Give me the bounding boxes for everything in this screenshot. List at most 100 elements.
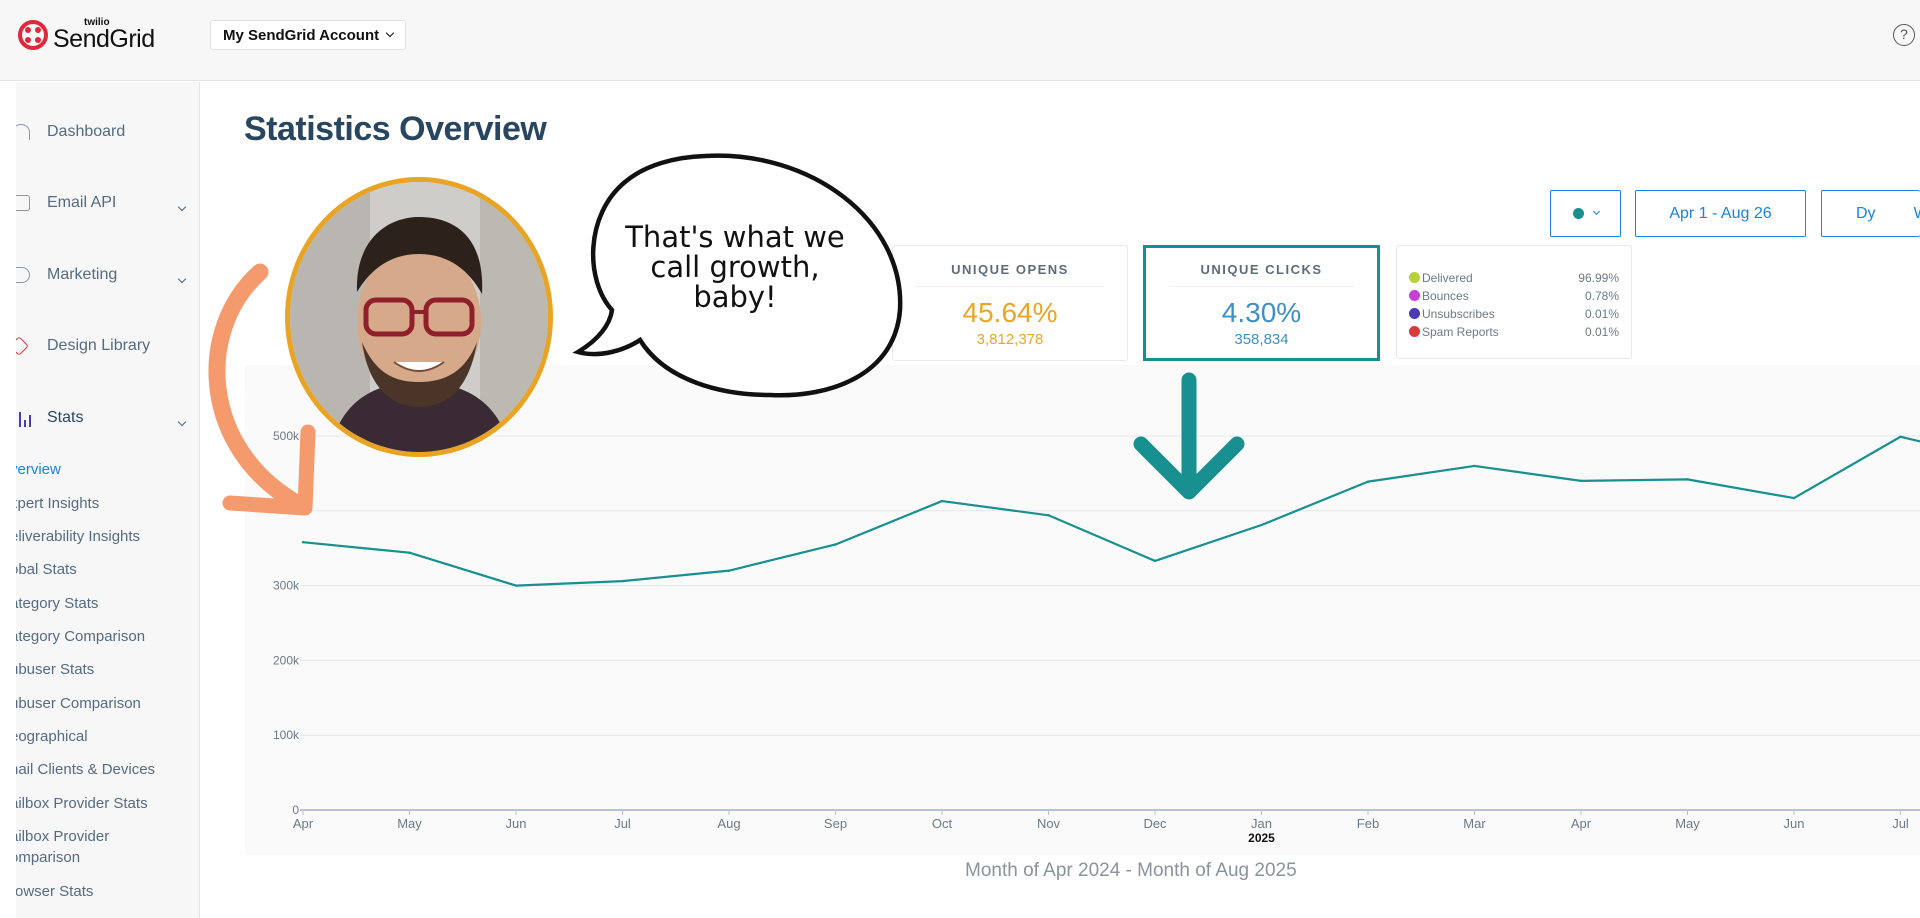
legend-label: Spam Reports [1422,325,1499,339]
sidebar-subitem-email-clients-devices[interactable]: nail Clients & Devices [16,761,156,778]
legend-row-unsubscribes: Unsubscribes 0.01% [1409,307,1619,321]
x-tick-label: Jan [1251,816,1272,831]
legend-dot [1409,272,1420,283]
x-tick-label: Jul [1892,816,1909,831]
sidebar-subitem-subuser-comparison[interactable]: ubuser Comparison [16,695,141,712]
sidebar-subitem-category-comparison[interactable]: ategory Comparison [16,628,146,645]
unique-opens-card[interactable]: UNIQUE OPENS 45.64% 3,812,378 [892,245,1128,361]
data-point [408,551,411,554]
sidebar-subitem-global-stats[interactable]: obal Stats [16,561,77,578]
unique-opens-count: 3,812,378 [976,331,1044,348]
unique-opens-percent: 45.64% [962,297,1058,328]
dashboard-icon [16,124,30,140]
sidebar-item-label: Dashboard [47,123,126,140]
delivery-legend-card: Delivered 96.99% Bounces 0.78% Unsubscri… [1396,245,1632,359]
unique-clicks-count: 358,834 [1234,331,1289,348]
x-tick-label: May [397,816,422,831]
x-tick-label: Aug [717,816,740,831]
sidebar-item-dashboard[interactable]: Dashboard [16,117,199,147]
data-point [1686,478,1689,481]
x-tick-label: Apr [293,816,314,831]
legend-row-delivered: Delivered 96.99% [1409,271,1619,285]
data-point [1047,514,1050,517]
granularity-w-label: W [1914,205,1920,223]
data-point [1473,464,1476,468]
sidebar-item-label: Email API [47,194,117,211]
sidebar-item-marketing[interactable]: Marketing [16,260,199,290]
sidebar-subitem-expert-insights[interactable]: xpert Insights [16,495,100,512]
top-bar: twilio SendGrid My SendGrid Account ? [0,0,1920,81]
sidebar-subitem-overview[interactable]: verview [16,461,61,478]
chart-background [245,365,1920,855]
sidebar-item-label: Stats [47,409,84,426]
data-point [1579,479,1583,483]
sidebar-item-stats[interactable]: Stats [16,403,199,433]
legend-row-bounces: Bounces 0.78% [1409,289,1619,303]
sidebar-item-label: Design Library [47,337,151,354]
stats-icon [19,412,31,427]
logo-small-text: twilio [84,17,110,28]
sidebar-item-design-library[interactable]: Design Library [16,331,199,361]
legend-value: 0.01% [1584,307,1619,321]
data-point [621,579,624,583]
legend-dot [1409,308,1420,319]
data-point [1366,480,1370,483]
y-tick-label: 0 [292,803,299,817]
sidebar-subitem-mailbox-provider-stats[interactable]: ailbox Provider Stats [16,795,148,812]
legend-label: Unsubscribes [1422,307,1495,321]
x-axis-caption: Month of Apr 2024 - Month of Aug 2025 [965,860,1297,881]
data-point [1260,523,1263,527]
date-range-button[interactable]: Apr 1 - Aug 26 [1635,190,1806,237]
legend-label: Delivered [1422,271,1473,285]
sidebar-subitem-geographical[interactable]: eographical [16,728,88,745]
x-tick-label: Jun [1784,816,1805,831]
y-tick-label: 500k [273,429,300,443]
help-circle-icon[interactable]: ? [1893,24,1915,46]
data-point [514,584,518,587]
sidebar-subitem-category-stats[interactable]: ategory Stats [16,595,99,612]
sidebar-subitem-deliverability-insights[interactable]: eliverability Insights [16,528,141,545]
legend-value: 96.99% [1578,271,1619,285]
sidebar-subitem-mailbox-provider-comparison[interactable]: ailbox Provider [16,828,110,845]
data-point [834,543,837,546]
granularity-dy-label: Dy [1856,204,1876,222]
x-tick-label: Nov [1037,816,1061,831]
account-selector-button[interactable]: My SendGrid Account [210,20,407,50]
legend-value: 0.01% [1584,325,1619,339]
x-tick-label: Sep [824,816,847,831]
person-portrait-icon [290,182,548,452]
unique-clicks-percent: 4.30% [1221,297,1302,328]
marketing-icon [16,267,30,283]
twilio-logo-icon [18,20,48,50]
x-tick-label: Jul [614,816,631,831]
legend-row-spam-reports: Spam Reports 0.01% [1409,325,1619,339]
account-selector-label: My SendGrid Account [223,26,380,44]
sidebar-item-email-api[interactable]: Email API [16,188,199,218]
sidebar: Dashboard Email API Marketing Design Lib… [16,82,200,918]
card-title: UNIQUE OPENS [951,262,1069,277]
card-title: UNIQUE CLICKS [1200,262,1323,277]
x-tick-label: Dec [1143,816,1167,831]
sidebar-subitem-mailbox-provider-comparison-line2[interactable]: omparison [16,849,81,866]
email-api-icon [16,195,30,211]
sidebar-item-label: Marketing [47,266,118,283]
data-point [1792,496,1796,500]
sidebar-subitem-subuser-stats[interactable]: ubuser Stats [16,661,95,678]
series-color-dot [1572,208,1584,219]
series-color-dropdown[interactable] [1550,190,1621,237]
sidebar-subitem-browser-stats[interactable]: rowser Stats [16,883,94,900]
sendgrid-logo[interactable]: twilio SendGrid [18,18,155,52]
x-tick-label: Mar [1463,816,1486,831]
unique-clicks-card[interactable]: UNIQUE CLICKS 4.30% 358,834 [1143,245,1380,361]
granularity-toggle[interactable]: Dy W [1821,190,1920,237]
x-tick-label: Apr [1571,816,1592,831]
legend-label: Bounces [1422,289,1469,303]
x-year-label: 2025 [1248,831,1275,845]
page-title: Statistics Overview [244,110,547,148]
date-range-label: Apr 1 - Aug 26 [1669,204,1772,222]
x-tick-label: May [1675,816,1700,831]
speech-bubble-text: That's what we call growth, baby! [625,220,845,314]
x-tick-label: Oct [932,816,953,831]
logo-big-text: SendGrid [53,25,155,53]
